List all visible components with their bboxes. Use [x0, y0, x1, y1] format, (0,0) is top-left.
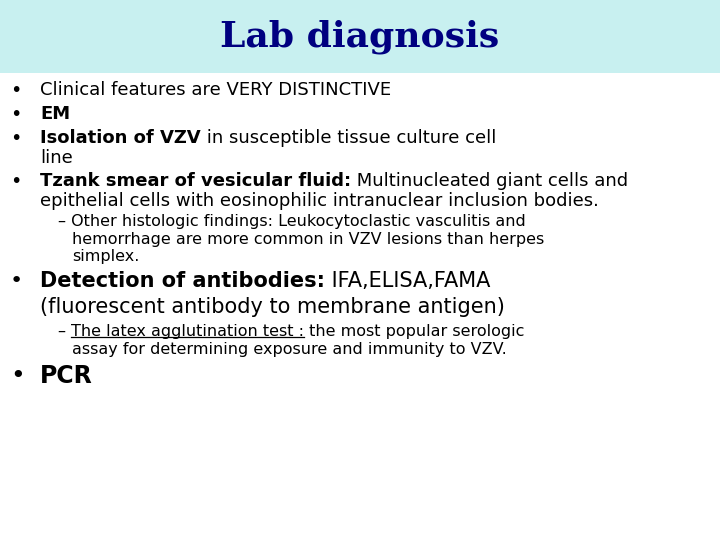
Text: IFA,ELISA,FAMA: IFA,ELISA,FAMA — [325, 271, 490, 291]
Text: (fluorescent antibody to membrane antigen): (fluorescent antibody to membrane antige… — [40, 297, 505, 317]
Text: •: • — [10, 271, 23, 291]
Text: •: • — [10, 172, 22, 191]
Text: Detection of antibodies:: Detection of antibodies: — [40, 271, 325, 291]
Text: The latex agglutination test :: The latex agglutination test : — [71, 325, 304, 339]
Text: –: – — [58, 325, 71, 339]
Text: •: • — [10, 364, 24, 388]
Text: Tzank smear of vesicular fluid:: Tzank smear of vesicular fluid: — [40, 172, 351, 190]
Text: the most popular serologic: the most popular serologic — [304, 325, 524, 339]
Text: •: • — [10, 81, 22, 100]
Text: epithelial cells with eosinophilic intranuclear inclusion bodies.: epithelial cells with eosinophilic intra… — [40, 192, 599, 210]
Text: Clinical features are VERY DISTINCTIVE: Clinical features are VERY DISTINCTIVE — [40, 81, 391, 99]
Text: PCR: PCR — [40, 364, 93, 388]
Text: – Other histologic findings: Leukocytoclastic vasculitis and: – Other histologic findings: Leukocytocl… — [58, 214, 526, 229]
Text: Isolation of VZV: Isolation of VZV — [40, 129, 201, 147]
Text: Multinucleated giant cells and: Multinucleated giant cells and — [351, 172, 629, 190]
Text: hemorrhage are more common in VZV lesions than herpes: hemorrhage are more common in VZV lesion… — [72, 232, 544, 247]
Text: simplex.: simplex. — [72, 249, 140, 265]
Bar — [0, 0, 720, 73]
Text: assay for determining exposure and immunity to VZV.: assay for determining exposure and immun… — [72, 342, 507, 357]
Text: in susceptible tissue culture cell: in susceptible tissue culture cell — [201, 129, 496, 147]
Text: EM: EM — [40, 105, 70, 123]
Text: line: line — [40, 150, 73, 167]
Text: •: • — [10, 129, 22, 148]
Text: •: • — [10, 105, 22, 124]
Text: Lab diagnosis: Lab diagnosis — [220, 19, 500, 53]
